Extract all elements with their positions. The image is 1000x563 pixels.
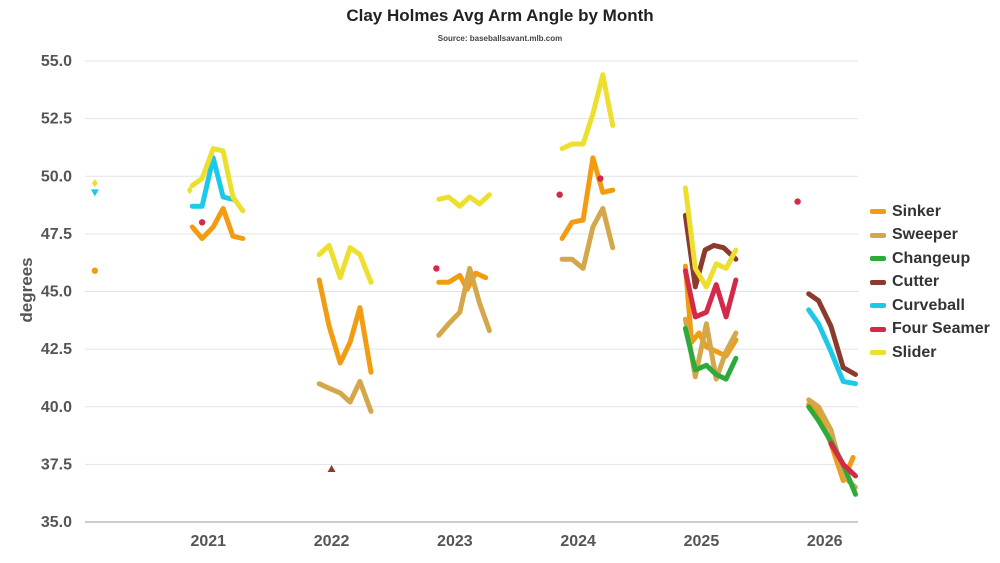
y-tick-label: 47.5 [41, 226, 72, 243]
y-tick-label: 50.0 [41, 168, 72, 185]
legend-label: Four Seamer [892, 320, 990, 338]
legend-item: Four Seamer [870, 318, 990, 342]
series-line-changeup [682, 325, 739, 382]
marker-point [597, 175, 604, 182]
marker-point [556, 191, 563, 198]
legend-swatch [870, 303, 886, 309]
series-line-sweeper [436, 265, 492, 338]
series-line-curveball [806, 307, 858, 387]
y-tick-label: 42.5 [41, 341, 72, 358]
series-line-slider [682, 185, 739, 290]
legend-item: Sweeper [870, 224, 990, 248]
series-line-sinker [436, 270, 489, 292]
series-line-four-seamer [828, 441, 858, 479]
marker-point [794, 198, 801, 205]
legend-label: Changeup [892, 249, 971, 267]
legend-swatch [870, 256, 886, 262]
series-line-four-seamer [682, 268, 739, 320]
marker-point [186, 186, 193, 195]
chart-title: Clay Holmes Avg Arm Angle by Month [346, 6, 654, 25]
marker-point [433, 265, 440, 272]
series-line-sinker [189, 206, 246, 241]
y-tick-label: 45.0 [41, 284, 72, 301]
legend-label: Cutter [892, 273, 940, 291]
legend-swatch [870, 209, 886, 215]
legend: Sinker Sweeper Changeup Cutter Curveball Four… [870, 200, 990, 365]
legend-label: Sweeper [892, 226, 958, 244]
series-line-slider [436, 192, 492, 209]
x-tick-label: 2021 [190, 533, 226, 550]
y-tick-label: 55.0 [41, 53, 72, 70]
series-lines [189, 72, 858, 497]
marker-point [327, 464, 336, 472]
legend-label: Slider [892, 343, 937, 361]
series-line-sweeper [559, 206, 616, 271]
marker-point [198, 219, 206, 226]
legend-label: Sinker [892, 202, 941, 220]
series-line-slider [559, 72, 616, 152]
series-line-slider [316, 242, 374, 285]
y-tick-labels: 35.0 37.5 40.0 42.5 45.0 47.5 50.0 52.5 55.0 [41, 53, 72, 531]
point-markers [90, 175, 801, 472]
series-line-sinker [316, 277, 374, 375]
legend-item: Slider [870, 341, 990, 365]
series-line-sinker [559, 155, 616, 241]
y-tick-label: 37.5 [41, 456, 72, 473]
marker-point [90, 189, 99, 197]
legend-swatch [870, 350, 886, 356]
chart-subtitle: Source: baseballsavant.mlb.com [437, 34, 563, 43]
y-tick-label: 52.5 [41, 111, 72, 128]
x-tick-label: 2024 [560, 533, 596, 550]
legend-item: Changeup [870, 247, 990, 271]
legend-label: Curveball [892, 296, 965, 314]
marker-point [91, 267, 99, 274]
series-line-slider [189, 146, 246, 214]
legend-item: Cutter [870, 271, 990, 295]
y-tick-label: 40.0 [41, 399, 72, 416]
legend-item: Sinker [870, 200, 990, 224]
x-tick-label: 2023 [437, 533, 473, 550]
x-tick-labels: 2021 2022 2023 2024 2025 2026 [190, 533, 842, 550]
series-line-cutter [682, 212, 739, 290]
series-line-sweeper [316, 378, 374, 414]
legend-swatch [870, 279, 886, 285]
x-tick-label: 2022 [314, 533, 350, 550]
y-tick-label: 35.0 [41, 514, 72, 531]
legend-swatch [870, 232, 886, 238]
series-line-cutter [806, 291, 858, 377]
x-tick-label: 2026 [807, 533, 843, 550]
series-line-curveball [189, 155, 236, 209]
legend-item: Curveball [870, 294, 990, 318]
grid-lines [85, 60, 858, 523]
y-axis-label: degrees [17, 257, 36, 322]
x-tick-label: 2025 [684, 533, 720, 550]
marker-point [91, 179, 98, 188]
legend-swatch [870, 326, 886, 332]
